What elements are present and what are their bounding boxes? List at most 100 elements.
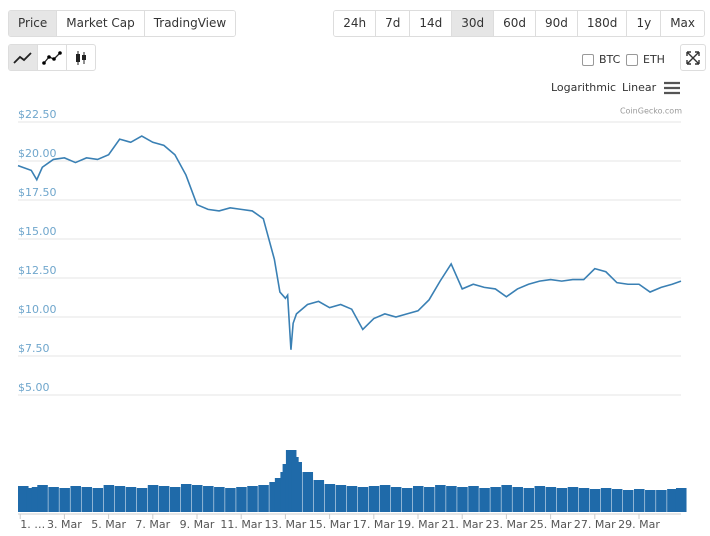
compare-label: BTC (599, 53, 621, 66)
volume-bar (357, 487, 369, 512)
volume-bar (479, 488, 490, 512)
candle-icon (76, 50, 86, 65)
x-tick-label: 7. Mar (135, 518, 170, 531)
tab[interactable]: Price (9, 11, 58, 36)
compare-label: ETH (643, 53, 665, 66)
volume-bar (92, 488, 104, 512)
range-button[interactable]: 24h (334, 11, 377, 36)
volume-bar (534, 486, 546, 512)
volume-bar (125, 487, 137, 512)
volume-bar (214, 487, 225, 512)
volume-bar (335, 485, 347, 512)
x-tick-label: 3. Mar (47, 518, 82, 531)
x-tick-label: 15. Mar (309, 518, 351, 531)
volume-bar (302, 472, 314, 512)
range-button[interactable]: 1y (627, 11, 662, 36)
y-tick-label: $20.00 (18, 147, 57, 160)
candle-chart-button[interactable] (67, 45, 95, 70)
volume-bar (435, 485, 446, 512)
volume-bar (633, 489, 645, 512)
volume-bar (390, 487, 402, 512)
volume-bar (622, 490, 634, 512)
tab-group: Price Market Cap TradingView (8, 10, 237, 37)
volume-bar (269, 482, 280, 512)
y-tick-label: $7.50 (18, 342, 50, 355)
volume-bar (424, 487, 435, 512)
x-tick-label: 29. Mar (618, 518, 660, 531)
volume-bar (667, 489, 678, 512)
volume-bar (81, 487, 93, 512)
line-icon (13, 51, 32, 64)
range-button[interactable]: 14d (410, 11, 453, 36)
y-tick-label: $22.50 (18, 108, 57, 121)
range-group: 24h 7d 14d 30d 60d 90d 180d 1y Max (333, 10, 705, 37)
point-chart-button[interactable] (38, 45, 67, 70)
y-tick-label: $10.00 (18, 303, 57, 316)
scale-button[interactable]: Linear (622, 81, 657, 94)
volume-bar (70, 486, 81, 512)
credit: CoinGecko.com (620, 107, 682, 116)
volume-bar (379, 485, 391, 512)
volume-bar (26, 488, 37, 512)
x-tick-label: 27. Mar (574, 518, 616, 531)
volume-bar (600, 488, 612, 512)
x-tick-label: 25. Mar (530, 518, 572, 531)
volume-bar (31, 487, 43, 512)
volume-bar (225, 488, 236, 512)
volume-bar (645, 490, 656, 512)
line-chart-button[interactable] (9, 45, 38, 70)
volume-bar (191, 485, 203, 512)
range-button[interactable]: 90d (536, 11, 578, 36)
chart-type-group (8, 44, 96, 71)
volume-bar (457, 487, 468, 512)
volume-bar (401, 488, 413, 512)
volume-bar (258, 485, 269, 512)
compare-eth[interactable]: ETH (626, 53, 665, 66)
volume-bar (103, 485, 115, 512)
y-tick-label: $5.00 (18, 381, 50, 394)
price-line (17, 135, 682, 350)
tab[interactable]: Market Cap (57, 11, 145, 36)
volume-bar (578, 488, 590, 512)
volume-bar (37, 485, 48, 512)
fullscreen-button[interactable] (680, 44, 706, 71)
fullscreen-icon (686, 50, 700, 65)
volume-bar (611, 489, 623, 512)
x-tick-label: 21. Mar (441, 518, 483, 531)
y-tick-label: $15.00 (18, 225, 57, 238)
volume-bar (59, 488, 70, 512)
volume-bar (147, 485, 159, 512)
volume-bar (346, 486, 358, 512)
range-button[interactable]: 180d (577, 11, 628, 36)
volume-bar (236, 487, 247, 512)
y-tick-label: $12.50 (18, 264, 57, 277)
volume-bar (180, 484, 192, 512)
volume-bar (446, 486, 457, 512)
range-button[interactable]: 60d (494, 11, 537, 36)
x-tick-label: 13. Mar (265, 518, 307, 531)
volume-bar (169, 487, 181, 512)
range-button[interactable]: Max (661, 11, 704, 36)
compare-btc[interactable]: BTC (582, 53, 620, 66)
x-tick-label: 1. … (20, 518, 45, 531)
x-tick-label: 5. Mar (91, 518, 126, 531)
scale-button[interactable]: Logarithmic (551, 81, 617, 94)
volume-bar (313, 480, 325, 512)
volume-bar (468, 486, 479, 512)
volume-bar (324, 484, 336, 512)
menu-icon[interactable] (664, 81, 680, 95)
tab[interactable]: TradingView (144, 11, 236, 36)
volume-bar (556, 488, 568, 512)
range-button[interactable]: 30d (452, 11, 495, 36)
range-button[interactable]: 7d (376, 11, 411, 36)
volume-bar (675, 488, 687, 512)
x-tick-label: 17. Mar (353, 518, 395, 531)
volume-bar (490, 487, 501, 512)
volume-bar (247, 486, 258, 512)
volume-bar (203, 486, 214, 512)
volume-bar (567, 487, 579, 512)
volume-bar (158, 486, 170, 512)
y-tick-label: $17.50 (18, 186, 57, 199)
